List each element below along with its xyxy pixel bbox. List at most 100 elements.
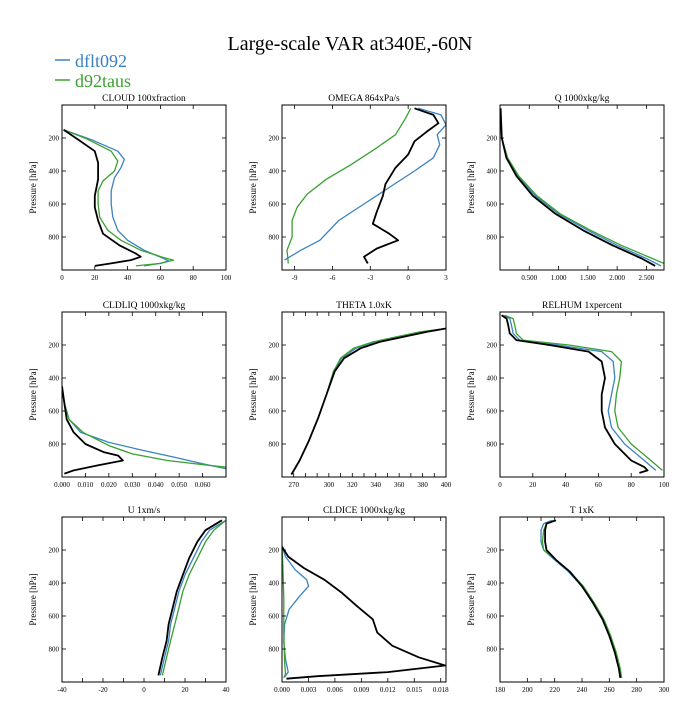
y-tick-label-relhum: 600: [487, 408, 498, 416]
y-tick-label-cldice: 800: [269, 646, 280, 654]
y-axis-label-q: Pressure [hPa]: [466, 161, 476, 213]
y-tick-label-q: 400: [487, 168, 498, 176]
legend-label-d92taus: d92taus: [75, 71, 131, 91]
series-line-control-relhum: [501, 314, 649, 474]
x-tick-label-cldice: 0.003: [301, 686, 317, 694]
panel-title-cldice: CLDICE 1000xkg/kg: [323, 506, 405, 516]
y-tick-label-cldice: 400: [269, 580, 280, 588]
x-tick-label-relhum: 80: [628, 481, 636, 489]
x-tick-label-cldliq: 0.020: [101, 481, 117, 489]
series-line-dflt092-u: [159, 519, 226, 676]
series-line-control-cldliq: [62, 386, 124, 475]
x-tick-label-t: 280: [631, 686, 642, 694]
legend-label-dflt092: dflt092: [75, 51, 127, 71]
y-axis-label-cldliq: Pressure [hPa]: [28, 368, 38, 420]
x-tick-label-cldliq: 0.040: [148, 481, 164, 489]
y-tick-label-cloud: 600: [49, 201, 60, 209]
x-tick-label-t: 180: [495, 686, 506, 694]
panel-omega: OMEGA 864xPa/s Pressure [hPa] -9 -6 -3 0 3 200 4…: [248, 94, 448, 282]
y-tick-label-cldliq: 400: [49, 375, 60, 383]
y-axis-label-cloud: Pressure [hPa]: [28, 161, 38, 213]
y-tick-label-cldice: 600: [269, 613, 280, 621]
panel-u: U 1xm/s Pressure [hPa] -40 -20 0 20 40 200 400 60…: [28, 506, 230, 694]
x-tick-label-cldice: 0.015: [406, 686, 422, 694]
x-tick-label-cldice: 0.006: [327, 686, 343, 694]
y-axis-label-cldice: Pressure [hPa]: [248, 573, 258, 625]
plot-frame-cldliq: [61, 311, 227, 478]
x-tick-label-relhum: 40: [562, 481, 570, 489]
series-line-d92taus-relhum: [504, 314, 663, 471]
series-line-d92taus-u: [161, 519, 226, 676]
x-tick-label-q: 1.500: [580, 274, 596, 282]
x-tick-label-cldliq: 0.000: [54, 481, 70, 489]
panel-cldice: CLDICE 1000xkg/kg Pressure [hPa] 0.000 0.00…: [248, 506, 449, 694]
panels: CLOUD 100xfraction Pressure [hPa] 0 20 40 60 8…: [28, 93, 670, 694]
panel-cloud: CLOUD 100xfraction Pressure [hPa] 0 20 40 60 8…: [28, 93, 232, 282]
panel-title-q: Q 1000xkg/kg: [555, 94, 610, 104]
series-line-d92taus-theta: [290, 327, 446, 475]
x-tick-label-t: 220: [549, 686, 560, 694]
x-tick-label-theta: 320: [347, 481, 358, 489]
panel-title-cldliq: CLDLIQ 1000xkg/kg: [103, 301, 186, 311]
x-tick-label-u: 40: [223, 686, 231, 694]
x-tick-label-u: -20: [98, 686, 108, 694]
x-tick-label-cloud: 80: [190, 274, 198, 282]
y-tick-label-q: 800: [487, 234, 498, 242]
x-tick-label-cldliq: 0.050: [171, 481, 187, 489]
x-tick-label-theta: 340: [370, 481, 381, 489]
x-tick-label-q: 2.000: [609, 274, 625, 282]
x-tick-label-cloud: 60: [157, 274, 165, 282]
series-line-dflt092-relhum: [503, 314, 657, 471]
plot-frame-relhum: [499, 311, 665, 478]
y-axis-label-u: Pressure [hPa]: [28, 573, 38, 625]
x-tick-label-relhum: 60: [595, 481, 603, 489]
x-tick-label-t: 240: [577, 686, 588, 694]
series-line-control-omega: [363, 107, 440, 264]
panel-title-t: T 1xK: [570, 506, 595, 516]
x-tick-label-cldice: 0.018: [433, 686, 449, 694]
plot-frame-q: [499, 104, 665, 271]
panel-title-u: U 1xm/s: [128, 506, 161, 516]
x-tick-label-cldice: 0.012: [380, 686, 396, 694]
panel-relhum: RELHUM 1xpercent Pressure [hPa] 0 20 40 60 80 1…: [466, 301, 670, 489]
series-line-dflt092-cloud: [63, 129, 170, 267]
x-tick-label-u: 20: [182, 686, 190, 694]
series-line-d92taus-cldliq: [62, 386, 226, 468]
x-tick-label-cldice: 0.009: [353, 686, 369, 694]
panel-theta: THETA 1.0xK Pressure [hPa] 270 300 320 340 360…: [248, 301, 452, 489]
x-tick-label-theta: 300: [324, 481, 335, 489]
y-tick-label-u: 600: [49, 613, 60, 621]
x-tick-label-relhum: 0: [498, 481, 502, 489]
y-tick-label-t: 600: [487, 613, 498, 621]
series-line-dflt092-omega: [284, 107, 446, 261]
y-tick-label-theta: 400: [269, 375, 280, 383]
y-tick-label-u: 400: [49, 580, 60, 588]
series-line-d92taus-cldice: [282, 546, 287, 679]
series-line-d92taus-t: [541, 519, 623, 678]
x-tick-label-theta: 270: [288, 481, 299, 489]
x-tick-label-cldliq: 0.010: [78, 481, 94, 489]
figure-title: Large-scale VAR at340E,-60N: [228, 33, 473, 55]
y-tick-label-omega: 400: [269, 168, 280, 176]
plot-frame-omega: [281, 104, 447, 271]
y-tick-label-q: 200: [487, 135, 498, 143]
panel-title-cloud: CLOUD 100xfraction: [102, 93, 186, 104]
x-tick-label-cldliq: 0.060: [195, 481, 211, 489]
x-tick-label-u: -40: [57, 686, 67, 694]
y-tick-label-cldliq: 800: [49, 441, 60, 449]
y-tick-label-u: 800: [49, 646, 60, 654]
y-tick-label-theta: 800: [269, 441, 280, 449]
y-tick-label-relhum: 800: [487, 441, 498, 449]
series-line-control-cloud: [63, 129, 142, 267]
series-line-dflt092-cldice: [282, 546, 310, 678]
series-line-control-t: [544, 519, 622, 679]
plot-frame-cldice: [281, 516, 447, 683]
x-tick-label-omega: -9: [292, 274, 298, 282]
x-tick-label-q: 1.000: [551, 274, 567, 282]
x-tick-label-theta: 380: [417, 481, 428, 489]
y-tick-label-cldliq: 200: [49, 342, 60, 350]
plot-frame-theta: [281, 311, 447, 478]
x-tick-label-q: 0.500: [521, 274, 537, 282]
panel-t: T 1xK Pressure [hPa] 180 200 220 240 260 280 300…: [466, 506, 670, 694]
